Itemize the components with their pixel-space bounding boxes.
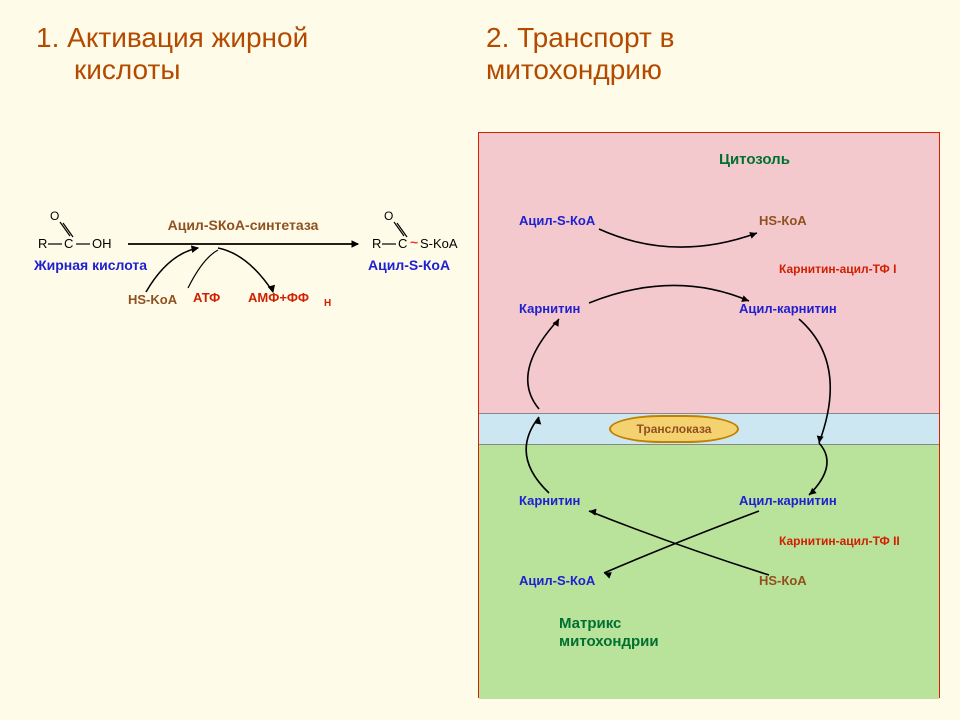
svg-text:АМФ+ФФ: АМФ+ФФ: [248, 290, 309, 305]
svg-text:R: R: [38, 236, 47, 251]
svg-text:Карнитин-ацил-ТФ II: Карнитин-ацил-ТФ II: [779, 534, 900, 548]
svg-text:Ацил-S-КоА: Ацил-S-КоА: [368, 257, 450, 273]
svg-text:HS-КоА: HS-КоА: [759, 213, 807, 228]
svg-text:O: O: [50, 209, 59, 223]
svg-text:Карнитин: Карнитин: [519, 493, 580, 508]
title-2: 2. Транспорт в митохондрию: [486, 22, 674, 86]
title-2-line1: Транспорт в: [517, 22, 674, 53]
reaction-diagram: RCOOHЖирная кислотаАцил-SКоА-синтетазаHS…: [28, 200, 468, 400]
mitochondria-panel: Транслоказа Цитозоль Матрикс митохондрии…: [478, 132, 940, 698]
transport-arrows: Ацил-S-КоА HS-КоА Карнитин Ацил-карнитин Кар…: [479, 133, 941, 699]
svg-text:C: C: [64, 236, 73, 251]
title-1-line2: кислоты: [74, 54, 180, 85]
svg-text:АТФ: АТФ: [193, 290, 220, 305]
svg-text:Ацил-S-КоА: Ацил-S-КоА: [519, 573, 596, 588]
svg-text:HS-KoA: HS-KoA: [128, 292, 178, 307]
svg-text:Ацил-карнитин: Ацил-карнитин: [739, 301, 837, 316]
svg-text:Ацил-карнитин: Ацил-карнитин: [739, 493, 837, 508]
svg-text:O: O: [384, 209, 393, 223]
title-2-line2: митохондрию: [486, 54, 662, 85]
svg-text:~: ~: [410, 234, 418, 250]
svg-text:Ацил-SКоА-синтетаза: Ацил-SКоА-синтетаза: [168, 217, 319, 233]
title-1: 1. Активация жирной кислоты: [36, 22, 308, 86]
svg-text:HS-КоА: HS-КоА: [759, 573, 807, 588]
svg-text:Карнитин: Карнитин: [519, 301, 580, 316]
svg-text:S-KoA: S-KoA: [420, 236, 458, 251]
svg-text:Ацил-S-КоА: Ацил-S-КоА: [519, 213, 596, 228]
svg-text:Н: Н: [324, 298, 331, 309]
title-1-num: 1.: [36, 22, 59, 53]
title-1-line1: Активация жирной: [67, 22, 308, 53]
svg-text:Жирная кислота: Жирная кислота: [33, 257, 147, 273]
svg-text:C: C: [398, 236, 407, 251]
title-2-num: 2.: [486, 22, 509, 53]
svg-text:OH: OH: [92, 236, 112, 251]
svg-text:R: R: [372, 236, 381, 251]
svg-text:Карнитин-ацил-ТФ I: Карнитин-ацил-ТФ I: [779, 262, 896, 276]
